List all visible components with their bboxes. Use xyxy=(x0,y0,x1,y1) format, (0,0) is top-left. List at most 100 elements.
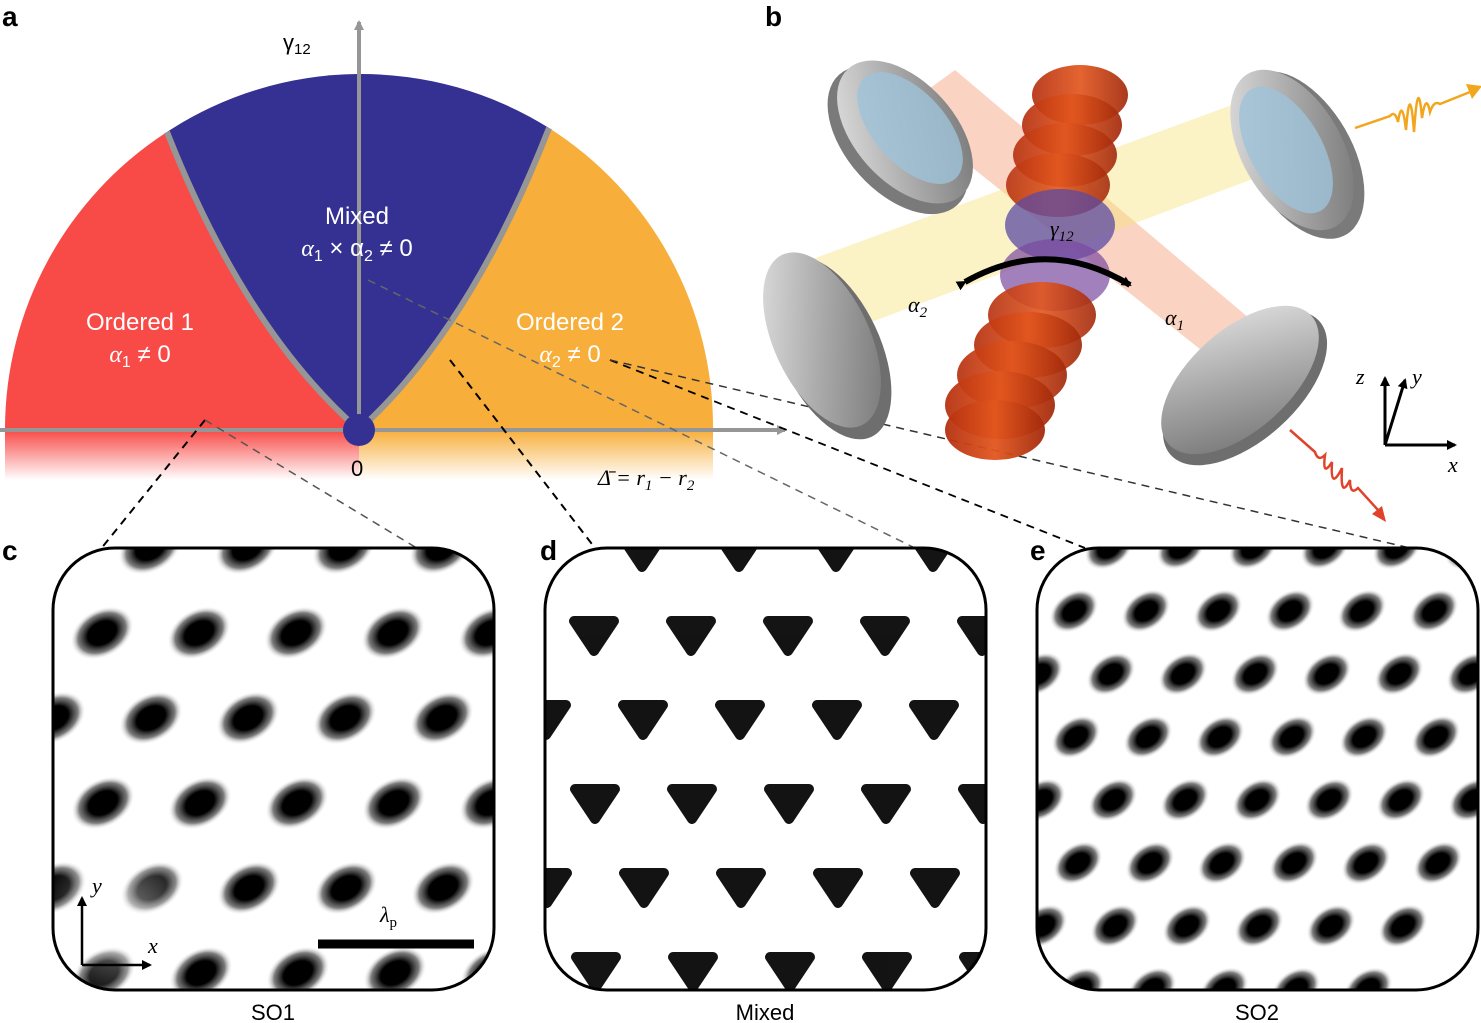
region-ordered2 xyxy=(359,128,714,430)
pattern-spot xyxy=(217,861,281,915)
pattern-spot xyxy=(617,548,667,572)
pattern-spot xyxy=(668,952,718,990)
mixed-condition: α1 × α2 ≠ 0 xyxy=(301,235,413,265)
pattern-spot xyxy=(764,784,814,824)
pattern-spot xyxy=(215,548,279,575)
pattern-spot xyxy=(1121,589,1171,633)
emission-wave xyxy=(1354,90,1471,133)
pattern-spot xyxy=(1446,652,1478,696)
alpha1-label: α1 xyxy=(1165,305,1184,334)
pattern-spot xyxy=(1302,652,1352,696)
pattern-so2 xyxy=(1035,546,1480,992)
pattern-spot xyxy=(569,616,619,656)
pattern-spot xyxy=(1411,715,1461,759)
pattern-spot xyxy=(910,868,960,908)
axis-x-label: x xyxy=(1447,452,1458,477)
pattern-spot xyxy=(312,548,376,575)
pattern-spot xyxy=(1232,778,1282,822)
pattern-spot xyxy=(1269,841,1319,885)
pattern-spot xyxy=(70,606,134,660)
pattern-spot xyxy=(1158,652,1208,696)
caption-so1: SO1 xyxy=(251,1000,295,1023)
pattern-spot xyxy=(860,616,910,656)
inset-lens xyxy=(53,835,205,990)
pattern-spot xyxy=(1162,904,1212,948)
pattern-spot xyxy=(1053,841,1103,885)
pattern-spot xyxy=(1090,904,1140,948)
pattern-spot xyxy=(1448,778,1478,822)
pattern-spot xyxy=(1051,715,1101,759)
panel-label-c: c xyxy=(2,535,18,566)
pattern-spot xyxy=(1197,841,1247,885)
pattern-spot xyxy=(1409,589,1459,633)
inset-axis-y-label: y xyxy=(90,873,102,898)
pattern-spot xyxy=(571,952,621,990)
pattern-spot xyxy=(666,616,716,656)
phase-diagram: γ12 0 Δ̄ = r1 − r2 Ordered 1 α1 ≠ 0 Mixe… xyxy=(0,20,787,494)
ordered1-condition: α1 ≠ 0 xyxy=(109,341,170,371)
pattern-spot xyxy=(909,700,959,740)
pattern-spot xyxy=(1156,548,1206,570)
pattern-spot xyxy=(411,861,475,915)
pattern-spot xyxy=(167,606,231,660)
pattern-spot xyxy=(1234,904,1284,948)
mirror-bottom-left xyxy=(763,252,892,440)
pattern-spot xyxy=(1413,841,1463,885)
ordered1-title: Ordered 1 xyxy=(86,309,194,336)
pattern-spot xyxy=(1300,548,1350,570)
pattern-spot xyxy=(1049,589,1099,633)
panel-label-b: b xyxy=(765,1,782,32)
boundary-left xyxy=(164,130,361,433)
pattern-spot xyxy=(763,616,813,656)
pattern-spot xyxy=(362,776,426,830)
caption-mixed: Mixed xyxy=(736,1000,795,1023)
pattern-spot xyxy=(1037,904,1068,948)
emission-arrowhead xyxy=(1466,84,1481,99)
pattern-spot xyxy=(1341,841,1391,885)
pattern-spot xyxy=(716,868,766,908)
pattern-spot xyxy=(1372,548,1422,570)
pattern-spot xyxy=(1195,715,1245,759)
ordered2-condition: α2 ≠ 0 xyxy=(539,341,600,371)
axis-y-label: y xyxy=(1410,364,1422,389)
pattern-spot xyxy=(265,776,329,830)
pattern-spot xyxy=(314,861,378,915)
pump-wave xyxy=(1289,429,1379,511)
pattern-spot xyxy=(168,776,232,830)
pattern-spot xyxy=(1378,904,1428,948)
pattern-spot xyxy=(363,946,427,990)
pattern-spot xyxy=(957,616,986,656)
pattern-spot xyxy=(1337,589,1387,633)
pump-arrowhead xyxy=(1372,506,1386,522)
coupling-arrow xyxy=(955,256,1132,291)
pattern-spot xyxy=(361,606,425,660)
pattern-spot xyxy=(1304,778,1354,822)
pattern-spot xyxy=(1376,778,1426,822)
pattern-spot xyxy=(570,784,620,824)
pattern-spot xyxy=(1123,715,1173,759)
fade-left xyxy=(5,430,359,480)
pattern-spot xyxy=(1086,652,1136,696)
mirror-bottom-right xyxy=(1161,305,1328,466)
alpha2-label: α2 xyxy=(908,292,928,321)
pattern-spot xyxy=(862,952,912,990)
pattern-spot xyxy=(266,946,330,990)
pattern-spot xyxy=(1084,548,1134,570)
pattern-spot xyxy=(119,691,183,745)
pattern-spot xyxy=(1193,589,1243,633)
pattern-so1 xyxy=(51,546,496,992)
pattern-spot xyxy=(618,700,668,740)
pattern-mixed xyxy=(543,546,988,992)
gamma12-label: γ12 xyxy=(1050,216,1074,245)
pattern-spot xyxy=(458,606,494,660)
pattern-spot xyxy=(811,548,861,572)
axis-z-label: z xyxy=(1355,364,1365,389)
pattern-spot xyxy=(1306,904,1356,948)
pattern-spot xyxy=(71,776,135,830)
delta-axis-label: Δ̄ = r1 − r2 xyxy=(597,465,695,494)
pattern-spot xyxy=(813,868,863,908)
pattern-spot xyxy=(1267,715,1317,759)
pattern-spot xyxy=(812,700,862,740)
boundary-right xyxy=(356,126,552,433)
